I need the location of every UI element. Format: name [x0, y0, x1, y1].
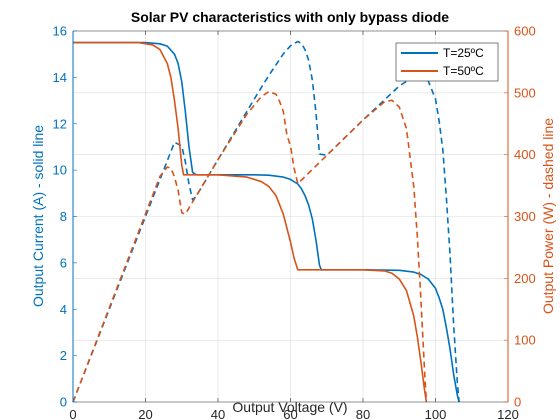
series-layer — [72, 40, 460, 403]
axis-ticks: 0 20 40 60 80 100 1200246810121416010020030040… — [53, 24, 536, 420]
legend-label-t50: T=50ºC — [443, 64, 484, 78]
x-axis-label: Output Voltage (V) — [232, 399, 347, 415]
current-curve-t25 — [73, 41, 460, 403]
left-y-tick-label: 0 — [60, 395, 67, 410]
x-tick-label: 0 — [69, 407, 76, 420]
left-y-axis-label: Output Current (A) - solid line — [30, 125, 46, 307]
legend-box — [395, 42, 499, 82]
x-tick-label: 40 — [211, 407, 225, 420]
right-y-tick-label: 300 — [514, 209, 536, 224]
chart-title: Solar PV characteristics with only bypas… — [131, 9, 449, 25]
left-y-tick-label: 4 — [60, 302, 67, 317]
legend-label-t25: T=25ºC — [443, 46, 484, 60]
left-y-tick-label: 10 — [53, 163, 67, 178]
left-y-tick-label: 12 — [53, 116, 67, 131]
power-curve-t50 — [72, 90, 428, 403]
x-tick-label: 80 — [356, 407, 370, 420]
left-y-tick-label: 6 — [60, 255, 67, 270]
right-y-tick-label: 0 — [514, 395, 521, 410]
grid-lines — [73, 31, 508, 402]
right-y-tick-label: 600 — [514, 24, 536, 39]
x-tick-label: 100 — [425, 407, 447, 420]
right-y-tick-label: 400 — [514, 147, 536, 162]
legend: T=25ºC T=50ºC — [395, 42, 499, 82]
x-tick-label: 60 — [283, 407, 297, 420]
left-y-tick-label: 8 — [60, 209, 67, 224]
left-y-tick-label: 16 — [53, 24, 67, 39]
right-y-axis-label: Output Power (W) - dashed line — [540, 118, 556, 314]
x-tick-label: 120 — [497, 407, 519, 420]
left-y-tick-label: 14 — [53, 70, 67, 85]
right-y-tick-label: 200 — [514, 271, 536, 286]
left-y-tick-label: 2 — [60, 348, 67, 363]
current-curve-t50 — [73, 41, 428, 403]
x-tick-label: 20 — [138, 407, 152, 420]
right-y-tick-label: 500 — [514, 85, 536, 100]
right-y-tick-label: 100 — [514, 333, 536, 348]
